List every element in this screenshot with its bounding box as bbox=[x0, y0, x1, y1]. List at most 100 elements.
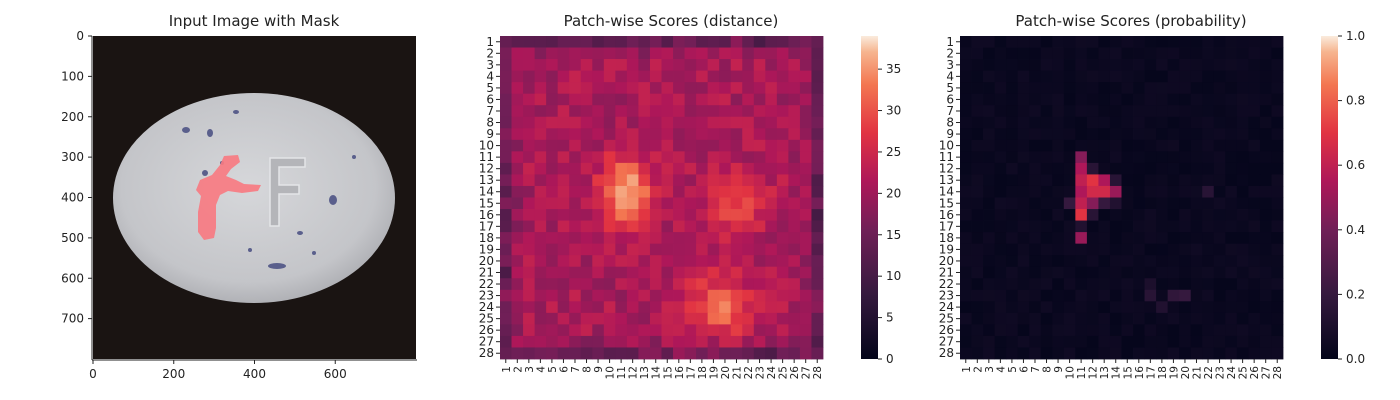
heatmap-cell bbox=[742, 185, 755, 198]
heatmap-cell bbox=[1006, 324, 1019, 337]
heatmap-cell bbox=[684, 151, 697, 164]
heatmap-cell bbox=[615, 162, 628, 175]
heatmap-cell bbox=[1156, 128, 1169, 141]
heatmap-cell bbox=[1109, 93, 1122, 106]
heatmap-cell bbox=[730, 139, 743, 152]
heatmap-cell bbox=[1017, 266, 1030, 279]
heatmap-cell bbox=[730, 347, 743, 360]
row-label: 17 bbox=[479, 219, 494, 233]
heatmap-cell bbox=[511, 266, 524, 279]
heatmap-cell bbox=[971, 255, 984, 268]
heatmap-cell bbox=[788, 139, 801, 152]
heatmap-cell bbox=[1202, 347, 1215, 360]
heatmap-cell bbox=[603, 47, 616, 60]
heatmap-cell bbox=[960, 278, 972, 291]
heatmap-cell bbox=[1121, 116, 1134, 129]
heatmap-cell bbox=[1248, 116, 1261, 129]
heatmap-cell bbox=[1133, 82, 1145, 95]
heatmap-cell bbox=[719, 116, 732, 129]
heatmap-cell bbox=[811, 301, 824, 314]
heatmap-cell bbox=[765, 70, 778, 83]
heatmap-cell bbox=[1225, 116, 1238, 129]
heatmap-cell bbox=[1259, 116, 1272, 129]
heatmap-cell bbox=[1236, 197, 1249, 210]
heatmap-cell bbox=[684, 47, 697, 60]
heatmap-cell bbox=[1259, 59, 1272, 72]
heatmap-cell bbox=[1075, 162, 1088, 175]
heatmap-cell bbox=[1121, 151, 1134, 164]
heatmap-cell bbox=[684, 162, 697, 175]
heatmap-cell bbox=[1213, 82, 1226, 95]
row-label: 20 bbox=[479, 254, 494, 268]
heatmap-cell bbox=[511, 105, 524, 118]
heatmap-cell bbox=[1040, 139, 1053, 152]
heatmap-cell bbox=[569, 139, 582, 152]
heatmap-cell bbox=[615, 185, 628, 198]
heatmap-cell bbox=[626, 255, 639, 268]
heatmap-cell bbox=[1202, 70, 1215, 83]
heatmap-cell bbox=[684, 266, 697, 279]
heatmap-cell bbox=[983, 93, 996, 106]
heatmap-cell bbox=[1190, 243, 1203, 256]
heatmap-cell bbox=[673, 278, 685, 291]
heatmap-cell bbox=[615, 209, 628, 221]
heatmap-cell bbox=[799, 185, 812, 198]
heatmap-cell bbox=[592, 82, 605, 95]
heatmap-cell bbox=[788, 312, 801, 325]
heatmap-cell bbox=[673, 174, 685, 187]
heatmap-cell bbox=[1179, 301, 1192, 314]
heatmap-cell bbox=[580, 59, 593, 72]
heatmap-cell bbox=[1202, 209, 1215, 221]
heatmap-cell bbox=[569, 151, 582, 164]
heatmap-cell bbox=[523, 174, 536, 187]
heatmap-cell bbox=[557, 324, 570, 337]
heatmap-cell bbox=[971, 347, 984, 360]
heatmap-cell bbox=[546, 301, 559, 314]
heatmap-cell bbox=[1259, 266, 1272, 279]
heatmap-cell bbox=[1271, 105, 1284, 118]
col-label: 27 bbox=[1261, 366, 1273, 379]
heatmap-cell bbox=[1179, 59, 1192, 72]
heatmap-cell bbox=[1121, 220, 1134, 233]
heatmap-cell bbox=[1167, 289, 1180, 302]
heatmap-cell bbox=[649, 70, 662, 83]
heatmap-cell bbox=[971, 151, 984, 164]
heatmap-cell bbox=[1236, 47, 1249, 60]
col-label: 6 bbox=[1018, 366, 1030, 373]
row-label: 20 bbox=[939, 254, 954, 268]
heatmap-cell bbox=[615, 82, 628, 95]
heatmap-cell bbox=[776, 335, 789, 348]
heatmap-cell bbox=[1248, 243, 1261, 256]
heatmap-cell bbox=[569, 36, 582, 48]
heatmap-cell bbox=[1213, 266, 1226, 279]
heatmap-cell bbox=[523, 347, 536, 360]
heatmap-cell bbox=[638, 312, 651, 325]
heatmap-cell bbox=[673, 93, 685, 106]
heatmap-cell bbox=[557, 116, 570, 129]
col-label: 18 bbox=[697, 366, 709, 379]
col-label: 21 bbox=[731, 366, 743, 379]
heatmap-cell bbox=[534, 93, 547, 106]
heatmap-cell bbox=[765, 59, 778, 72]
heatmap-cell bbox=[1098, 232, 1111, 245]
heatmap-cell bbox=[1075, 128, 1088, 141]
y-tick-label: 0 bbox=[76, 29, 84, 43]
heatmap-cell bbox=[788, 301, 801, 314]
heatmap-cell bbox=[1063, 128, 1076, 141]
colorbar-tick-label: 10 bbox=[886, 269, 901, 283]
heatmap-cell bbox=[1086, 209, 1099, 221]
heatmap-cell bbox=[1098, 174, 1111, 187]
heatmap-cell bbox=[983, 139, 996, 152]
heatmap-cell bbox=[534, 70, 547, 83]
heatmap-cell bbox=[1017, 335, 1030, 348]
heatmap-cell bbox=[1156, 266, 1169, 279]
heatmap-cell bbox=[1006, 255, 1019, 268]
col-label: 20 bbox=[1180, 366, 1192, 379]
heatmap-cell bbox=[1133, 220, 1145, 233]
heatmap-cell bbox=[1098, 266, 1111, 279]
heatmap-cell bbox=[661, 255, 674, 268]
heatmap-cell bbox=[707, 151, 720, 164]
heatmap-cell bbox=[684, 36, 697, 48]
heatmap-cell bbox=[1086, 324, 1099, 337]
